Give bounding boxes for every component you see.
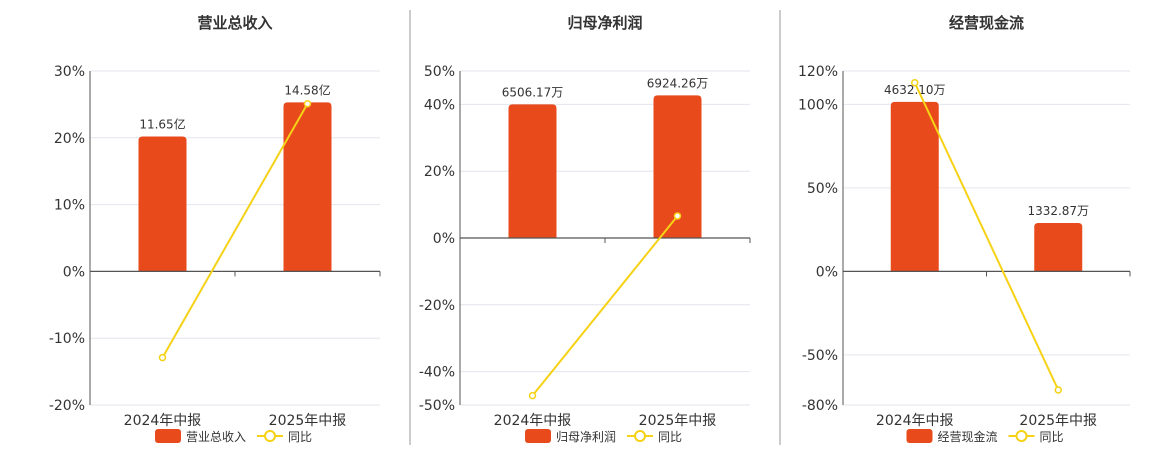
y-tick-label: -50% — [802, 348, 838, 364]
bar — [508, 104, 557, 239]
x-tick-label: 2025年中报 — [1019, 413, 1097, 429]
y-tick-label: 10% — [54, 198, 85, 214]
y-tick-label: -40% — [419, 365, 455, 381]
y-tick-label: -50% — [419, 398, 455, 414]
x-tick-label: 2024年中报 — [876, 413, 954, 429]
yoy-line — [531, 215, 679, 397]
legend-yoy-label: 同比 — [658, 430, 682, 444]
x-tick-label: 2025年中报 — [639, 413, 717, 429]
bar-data-label: 1332.87万 — [1027, 204, 1089, 218]
legend-bar-label: 经营现金流 — [938, 429, 998, 444]
yoy-point — [303, 99, 312, 108]
legend-yoy-label: 同比 — [288, 430, 312, 444]
x-tick-label: 2024年中报 — [124, 413, 202, 429]
y-tick-label: 40% — [424, 97, 455, 113]
bar-data-label: 4632.10万 — [884, 83, 946, 97]
y-tick-label: 100% — [798, 97, 838, 113]
y-tick-label: 20% — [424, 164, 455, 180]
yoy-point — [673, 212, 682, 220]
yoy-point — [528, 391, 537, 400]
bar — [890, 101, 939, 272]
yoy-point — [1054, 386, 1062, 394]
y-tick-label: 20% — [54, 131, 85, 147]
legend-bar-swatch — [906, 429, 933, 443]
x-tick-label: 2025年中报 — [269, 413, 347, 429]
bar-data-label: 6506.17万 — [502, 85, 564, 99]
x-tick-label: 2024年中报 — [494, 413, 572, 429]
y-tick-label: 30% — [54, 64, 85, 80]
y-tick-label: 0% — [433, 231, 455, 247]
yoy-point — [911, 78, 919, 87]
bar — [138, 136, 187, 272]
legend-bar-swatch — [525, 429, 551, 443]
y-tick-label: 0% — [816, 264, 838, 280]
y-tick-label: -20% — [49, 398, 85, 414]
bar — [283, 102, 332, 272]
yoy-line — [913, 82, 1060, 391]
y-tick-label: 0% — [63, 264, 85, 280]
bar — [1034, 222, 1083, 272]
legend-bar-swatch — [155, 429, 181, 443]
y-tick-label: 120% — [798, 64, 838, 80]
legend-bar-label: 营业总收入 — [186, 430, 246, 444]
yoy-point — [158, 353, 167, 362]
bar-data-label: 14.58亿 — [284, 82, 330, 97]
y-tick-label: -80% — [802, 398, 838, 414]
y-tick-label: -10% — [49, 331, 85, 347]
legend-line-marker — [264, 430, 276, 442]
y-tick-label: 50% — [807, 181, 838, 197]
legend-yoy-label: 同比 — [1040, 430, 1064, 444]
chart-title: 归母净利润 — [567, 14, 642, 32]
legend-line-marker — [1015, 430, 1028, 442]
yoy-line — [161, 103, 309, 359]
chart-title: 营业总收入 — [197, 14, 272, 32]
bar — [653, 95, 702, 238]
legend-line-marker — [634, 430, 646, 442]
legend-bar-label: 归母净利润 — [556, 430, 616, 444]
bar-data-label: 11.65亿 — [139, 116, 185, 131]
chart-title: 经营现金流 — [949, 14, 1024, 32]
bar-data-label: 6924.26万 — [647, 76, 709, 90]
y-tick-label: 50% — [424, 64, 455, 80]
y-tick-label: -20% — [419, 298, 455, 314]
